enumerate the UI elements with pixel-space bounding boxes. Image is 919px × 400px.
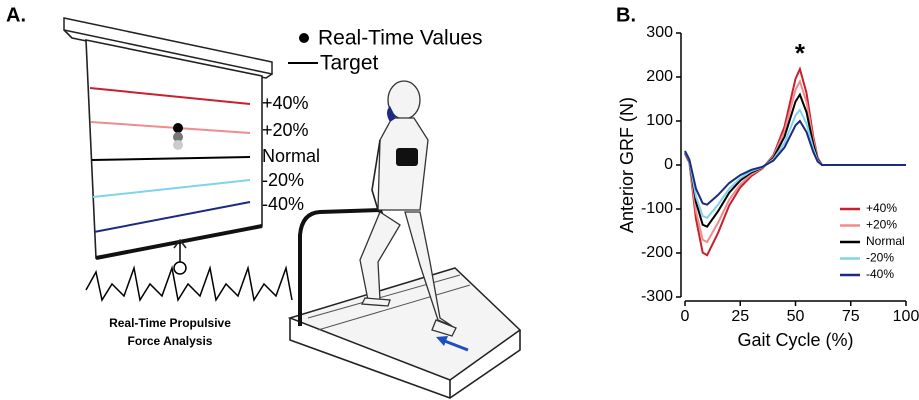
x-tick-label: 50 bbox=[787, 308, 805, 325]
legend-label: Normal bbox=[866, 234, 905, 248]
level-label: -40% bbox=[262, 194, 304, 214]
x-tick-label: 100 bbox=[893, 308, 919, 325]
legend-label: -20% bbox=[866, 251, 894, 265]
x-tick-label: 75 bbox=[842, 308, 860, 325]
series-line bbox=[684, 119, 906, 206]
level-label: -20% bbox=[262, 170, 304, 190]
y-tick-label: 100 bbox=[646, 112, 673, 129]
legend-text: Target bbox=[320, 52, 379, 75]
legend-dot bbox=[299, 33, 309, 43]
y-tick-label: 300 bbox=[646, 24, 673, 41]
caption: Force Analysis bbox=[128, 334, 213, 348]
walker bbox=[359, 80, 457, 337]
y-tick-label: -100 bbox=[641, 200, 673, 217]
level-label: Normal bbox=[262, 146, 320, 166]
y-tick-label: -200 bbox=[641, 244, 673, 261]
level-label: +40% bbox=[262, 93, 309, 113]
force-signal bbox=[85, 239, 293, 303]
y-tick-label: -300 bbox=[641, 288, 673, 305]
x-axis-title: Gait Cycle (%) bbox=[737, 330, 853, 350]
legend-label: -40% bbox=[866, 267, 894, 281]
y-tick-label: 0 bbox=[664, 156, 673, 173]
treadmill bbox=[287, 207, 522, 399]
legend-text: Real-Time Values bbox=[318, 27, 483, 50]
panel-label: B. bbox=[616, 4, 636, 26]
caption: Real-Time Propulsive bbox=[109, 316, 231, 330]
x-tick-label: 0 bbox=[681, 308, 690, 325]
legend-label: +40% bbox=[866, 201, 897, 215]
level-label: +20% bbox=[262, 120, 309, 140]
panel-label: A. bbox=[6, 4, 26, 26]
annotation: * bbox=[795, 38, 806, 68]
projector-screen bbox=[63, 17, 273, 260]
y-tick-label: 200 bbox=[646, 68, 673, 85]
legend-label: +20% bbox=[866, 218, 897, 232]
x-tick-label: 25 bbox=[731, 308, 749, 325]
y-axis-title: Anterior GRF (N) bbox=[617, 97, 637, 233]
